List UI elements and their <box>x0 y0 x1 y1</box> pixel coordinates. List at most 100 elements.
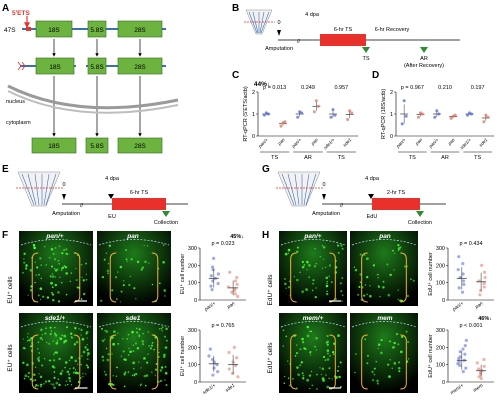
labeled-cell <box>53 353 55 356</box>
labeled-cell <box>300 361 304 364</box>
labeled-cell <box>143 357 146 360</box>
labeled-cell <box>111 353 113 355</box>
labeled-cell <box>128 283 131 287</box>
data-point <box>227 350 231 355</box>
break-g: // <box>340 203 344 209</box>
labeled-cell <box>125 258 128 261</box>
panel-e: 0 Amputation // 4 dpa 6-hr TS EU Collect… <box>16 171 188 226</box>
labeled-cell <box>283 278 286 280</box>
labeled-cell <box>68 376 70 379</box>
labeled-cell <box>153 348 155 351</box>
labeled-cell <box>142 343 144 346</box>
labeled-cell <box>380 338 383 342</box>
labeled-cell <box>37 384 39 387</box>
labeled-cell <box>144 384 147 387</box>
labeled-cell <box>160 366 164 369</box>
x-tick-label: pan/+ <box>427 137 440 150</box>
labeled-cell <box>51 275 55 278</box>
ets-region <box>26 27 31 31</box>
y-tick-label: 200 <box>436 345 445 351</box>
amputation-b: Amputation <box>265 46 293 52</box>
micrograph-panel <box>97 231 171 306</box>
labeled-cell <box>85 278 88 281</box>
labeled-cell <box>295 352 299 355</box>
labeled-cell <box>366 275 369 279</box>
fin-schematic-e <box>16 171 64 207</box>
labeled-cell <box>50 265 54 268</box>
labeled-cell <box>39 298 42 301</box>
labeled-cell <box>353 266 356 268</box>
labeled-cell <box>412 279 415 282</box>
labeled-cell <box>299 271 301 274</box>
labeled-cell <box>29 378 33 381</box>
labeled-cell <box>85 364 88 367</box>
labeled-cell <box>301 337 304 341</box>
labeled-cell <box>287 248 291 252</box>
data-point <box>477 375 481 379</box>
ts-bar-label-g: 2-hr TS <box>387 190 406 196</box>
labeled-cell <box>124 371 127 374</box>
labeled-cell <box>52 252 55 255</box>
labeled-cell <box>70 356 73 359</box>
labeled-cell <box>364 284 367 286</box>
labeled-cell <box>53 371 56 373</box>
reduction-annotation: 46%↓ <box>478 316 492 322</box>
labeled-cell <box>104 373 108 376</box>
labeled-cell <box>388 375 391 379</box>
labeled-cell <box>22 361 25 365</box>
box-58s-mature <box>85 137 109 154</box>
labeled-cell <box>386 263 389 266</box>
labeled-cell <box>155 362 158 365</box>
labeled-cell <box>34 261 36 263</box>
img-label-mem-h: mem <box>377 315 392 322</box>
labeled-cell <box>57 268 59 270</box>
labeled-cell <box>354 371 356 374</box>
labeled-cell <box>23 347 26 349</box>
labeled-cell <box>49 275 52 278</box>
ts-bar-e <box>112 198 166 210</box>
data-point <box>211 373 215 377</box>
y-tick-label: 300 <box>436 328 445 334</box>
labeled-cell <box>82 372 84 375</box>
labeled-cell <box>296 246 299 249</box>
x-tick-label: sde1 <box>224 383 236 394</box>
data-point <box>463 352 467 356</box>
labeled-cell <box>322 379 325 382</box>
labeled-cell <box>135 372 138 376</box>
amputation-marker-g <box>322 194 326 200</box>
labeled-cell <box>302 377 305 380</box>
labeled-cell <box>50 247 54 251</box>
y-tick-label: 2 <box>390 90 393 96</box>
data-point <box>461 347 465 351</box>
labeled-cell <box>321 267 324 269</box>
ets-label: 5'ETS <box>12 10 30 17</box>
bracket-right <box>400 252 407 303</box>
collection-marker-e <box>162 211 170 217</box>
labeled-cell <box>48 342 51 345</box>
labeled-cell <box>41 364 44 367</box>
labeled-cell <box>328 264 332 267</box>
labeled-cell <box>373 367 376 370</box>
labeled-cell <box>57 378 60 381</box>
y-tick-label: 200 <box>188 345 197 351</box>
labeled-cell <box>147 353 149 355</box>
labeled-cell <box>297 373 300 377</box>
y-axis-label: EU⁺ cell number <box>179 336 186 377</box>
data-point <box>212 256 216 260</box>
data-point <box>296 115 300 119</box>
y-tick-label: 0 <box>194 298 197 304</box>
labeled-cell <box>397 249 400 252</box>
labeled-cell <box>354 268 358 272</box>
labeled-cell <box>62 266 64 268</box>
y-tick-label: 100 <box>188 363 197 369</box>
labeled-cell <box>42 295 45 298</box>
labeled-cell <box>108 244 112 247</box>
labeled-cell <box>132 350 135 352</box>
x-tick-label: sde1/+ <box>202 383 218 396</box>
labeled-cell <box>306 268 308 271</box>
labeled-cell <box>309 330 311 333</box>
labeled-cell <box>107 272 110 275</box>
p-value: 0.957 <box>334 85 348 91</box>
fin-outline <box>280 321 346 328</box>
labeled-cell <box>57 300 61 303</box>
